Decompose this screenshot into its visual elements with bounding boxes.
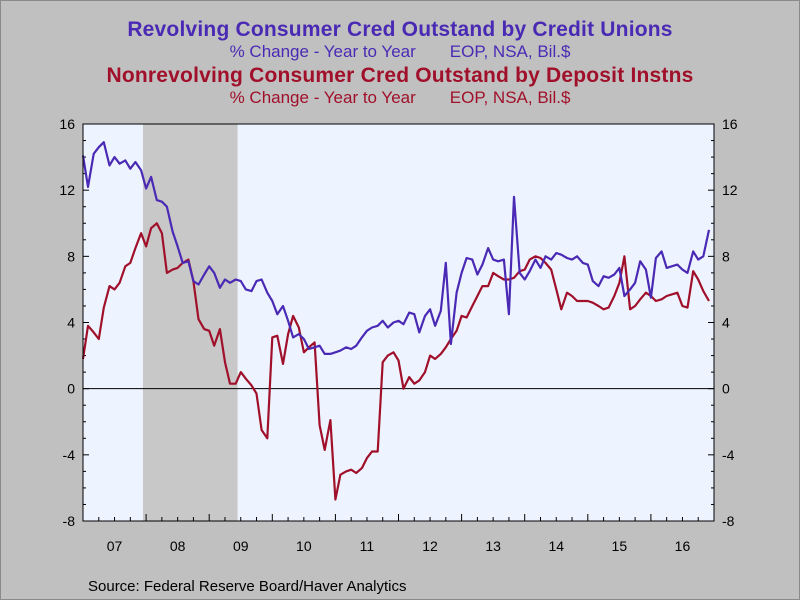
xtick-label: 08 [170, 538, 186, 554]
ytick-label-right: 16 [722, 116, 738, 132]
xtick-label: 12 [422, 538, 438, 554]
source-note: Source: Federal Reserve Board/Haver Anal… [88, 578, 407, 595]
ytick-label-left: 0 [67, 381, 75, 397]
xtick-label: 10 [296, 538, 312, 554]
xtick-label: 07 [107, 538, 123, 554]
xtick-label: 11 [360, 538, 375, 554]
ytick-label-left: -4 [63, 447, 76, 463]
series-line-revolving-credit-unions [81, 141, 711, 355]
ytick-label-right: 12 [722, 182, 738, 198]
xtick-label: 15 [612, 538, 628, 554]
recession-shading [142, 124, 238, 521]
tick-labels: -8 -8 -4 -4 0 0 4 4 8 8 12 12 16 16 07 08 09 10 11 12 13 14 15… [59, 116, 737, 554]
ytick-label-right: 4 [722, 315, 730, 331]
ytick-label-left: 16 [59, 116, 75, 132]
series2-subtitle: % Change - Year to Year EOP, NSA, Bil.$ [0, 88, 800, 108]
series1-title: Revolving Consumer Cred Outstand by Cred… [127, 18, 673, 41]
xtick-label: 16 [675, 538, 691, 554]
title-block: Revolving Consumer Cred Outstand by Cred… [0, 0, 800, 110]
series2-title: Nonrevolving Consumer Cred Outstand by D… [106, 64, 694, 87]
plot-border [82, 123, 715, 522]
series1-subtitle: % Change - Year to Year EOP, NSA, Bil.$ [0, 42, 800, 62]
series2-subtitle-a: % Change - Year to Year [229, 88, 416, 107]
series-group [81, 141, 711, 501]
series-line-nonrevolving-deposit-instns [81, 222, 710, 501]
ytick-label-left: -8 [63, 513, 76, 529]
xtick-label: 13 [485, 538, 501, 554]
series1-subtitle-b: EOP, NSA, Bil.$ [449, 42, 571, 61]
series1-subtitle-a: % Change - Year to Year [229, 42, 416, 61]
series2-subtitle-b: EOP, NSA, Bil.$ [449, 88, 571, 107]
ytick-label-left: 4 [67, 315, 75, 331]
ytick-label-left: 12 [59, 182, 75, 198]
ytick-label-right: -8 [722, 513, 735, 529]
ytick-label-right: 8 [722, 248, 730, 264]
ytick-label-right: -4 [722, 447, 735, 463]
xtick-label: 14 [548, 538, 564, 554]
xtick-label: 09 [233, 538, 249, 554]
ytick-label-right: 0 [722, 381, 730, 397]
ytick-label-left: 8 [67, 248, 75, 264]
